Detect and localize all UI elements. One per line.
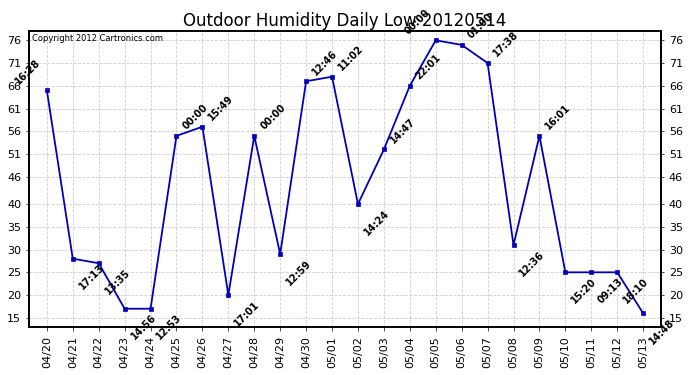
Text: 22:01: 22:01 (414, 53, 443, 82)
Text: 16:01: 16:01 (544, 103, 573, 132)
Text: 12:36: 12:36 (518, 249, 546, 278)
Text: 17:01: 17:01 (233, 299, 262, 328)
Text: Copyright 2012 Cartronics.com: Copyright 2012 Cartronics.com (32, 34, 163, 43)
Text: 01:00: 01:00 (466, 12, 495, 41)
Text: 18:10: 18:10 (622, 276, 651, 306)
Text: 14:48: 14:48 (647, 317, 676, 346)
Text: 12:59: 12:59 (284, 258, 313, 287)
Text: 17:13: 17:13 (77, 263, 106, 292)
Text: 09:13: 09:13 (595, 276, 624, 306)
Text: 11:02: 11:02 (336, 44, 365, 72)
Text: 14:47: 14:47 (388, 116, 417, 146)
Text: 00:00: 00:00 (181, 103, 210, 132)
Text: 15:20: 15:20 (569, 276, 598, 306)
Text: 00:00: 00:00 (259, 103, 288, 132)
Text: 13:35: 13:35 (103, 267, 132, 296)
Text: 14:24: 14:24 (362, 208, 391, 237)
Text: 00:00: 00:00 (402, 7, 431, 36)
Text: 16:28: 16:28 (14, 57, 43, 86)
Text: 12:53: 12:53 (155, 313, 184, 342)
Text: 14:56: 14:56 (129, 313, 158, 342)
Text: 15:49: 15:49 (206, 94, 235, 123)
Title: Outdoor Humidity Daily Low 20120514: Outdoor Humidity Daily Low 20120514 (184, 12, 506, 30)
Text: 12:46: 12:46 (310, 48, 339, 77)
Text: 17:38: 17:38 (492, 30, 521, 59)
